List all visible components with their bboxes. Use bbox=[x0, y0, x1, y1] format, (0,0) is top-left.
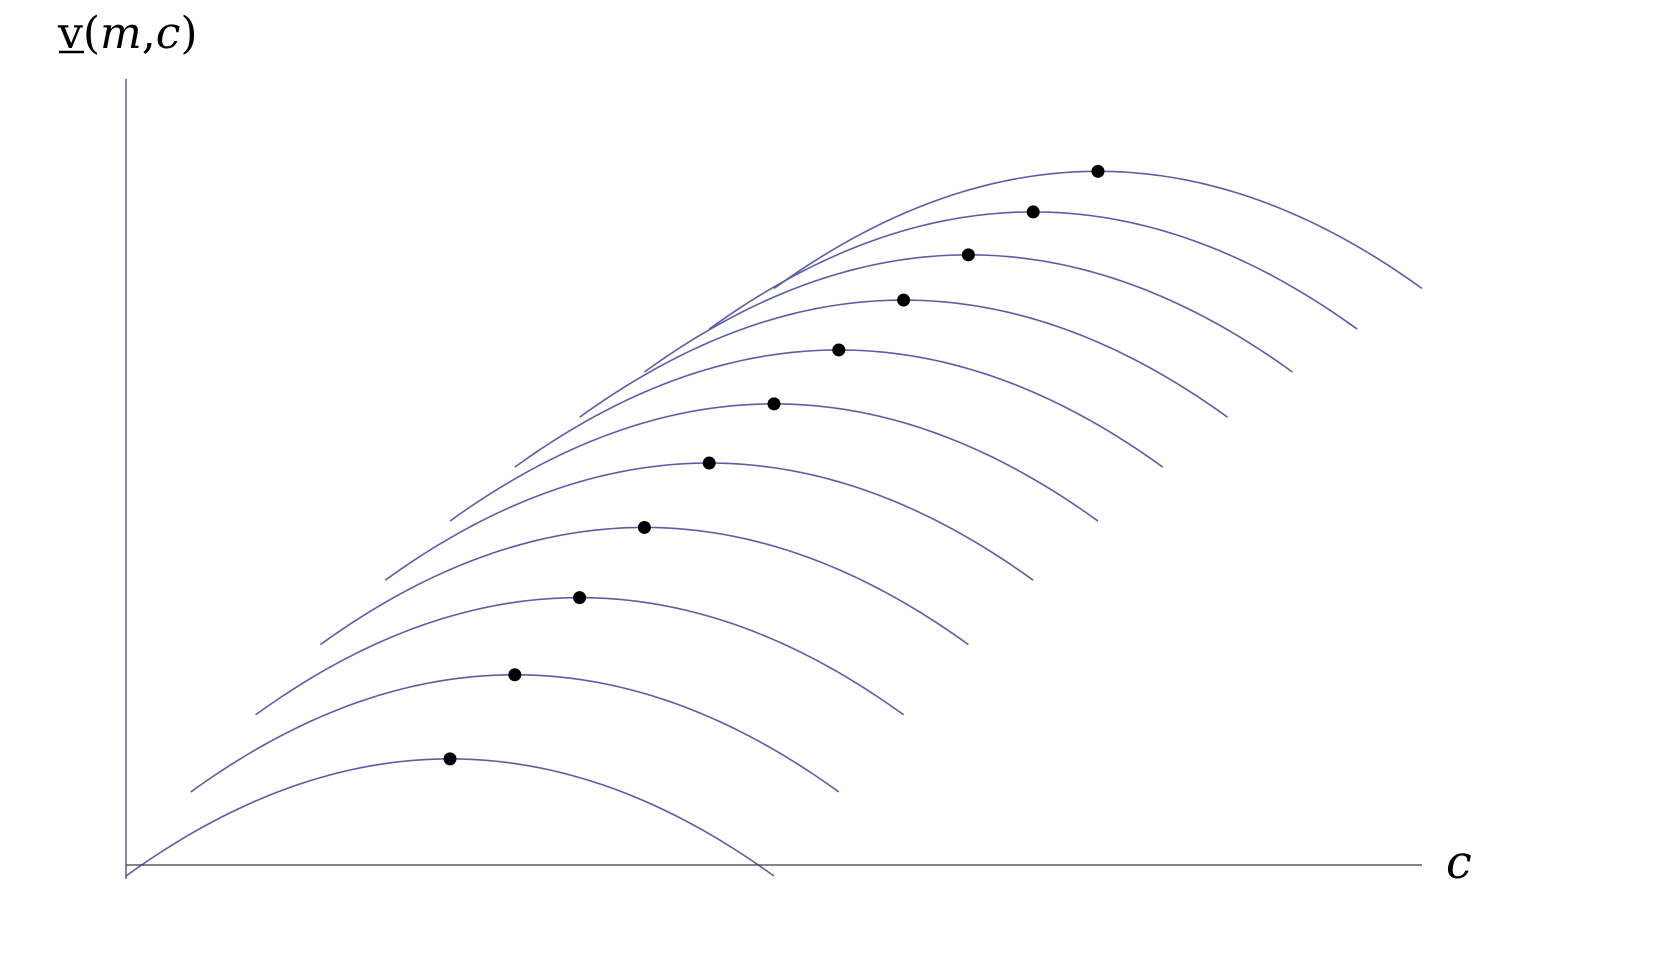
y-axis-label-v: v bbox=[57, 8, 83, 59]
peak-point-2 bbox=[508, 668, 522, 682]
series-curve-10 bbox=[708, 211, 1358, 330]
y-axis-label-c: c bbox=[156, 8, 181, 59]
y-axis-label: v(m,c) bbox=[57, 8, 198, 59]
peak-point-5 bbox=[702, 456, 716, 470]
y-axis-label-comma: , bbox=[142, 8, 156, 59]
series-curve-8 bbox=[579, 299, 1229, 418]
series-curve-1 bbox=[125, 758, 775, 877]
series-curve-5 bbox=[384, 462, 1034, 581]
peak-point-4 bbox=[637, 520, 651, 534]
peak-point-6 bbox=[767, 397, 781, 411]
peak-point-3 bbox=[573, 591, 587, 605]
peak-point-11 bbox=[1091, 164, 1105, 178]
peak-point-9 bbox=[961, 248, 975, 262]
curves-layer bbox=[125, 170, 1423, 877]
peak-point-7 bbox=[832, 343, 846, 357]
peak-point-8 bbox=[897, 293, 911, 307]
series-curve-6 bbox=[449, 403, 1099, 522]
y-axis-label-close-paren: ) bbox=[180, 8, 197, 59]
series-curve-9 bbox=[643, 254, 1293, 373]
peak-point-1 bbox=[443, 752, 457, 766]
series-curve-11 bbox=[773, 170, 1423, 290]
peak-point-10 bbox=[1026, 205, 1040, 219]
series-curve-3 bbox=[255, 596, 905, 716]
x-axis-label: c bbox=[1446, 835, 1472, 889]
y-axis-label-open-paren: ( bbox=[83, 8, 100, 59]
y-axis-label-m: m bbox=[100, 8, 142, 59]
peaks-layer bbox=[443, 164, 1105, 766]
